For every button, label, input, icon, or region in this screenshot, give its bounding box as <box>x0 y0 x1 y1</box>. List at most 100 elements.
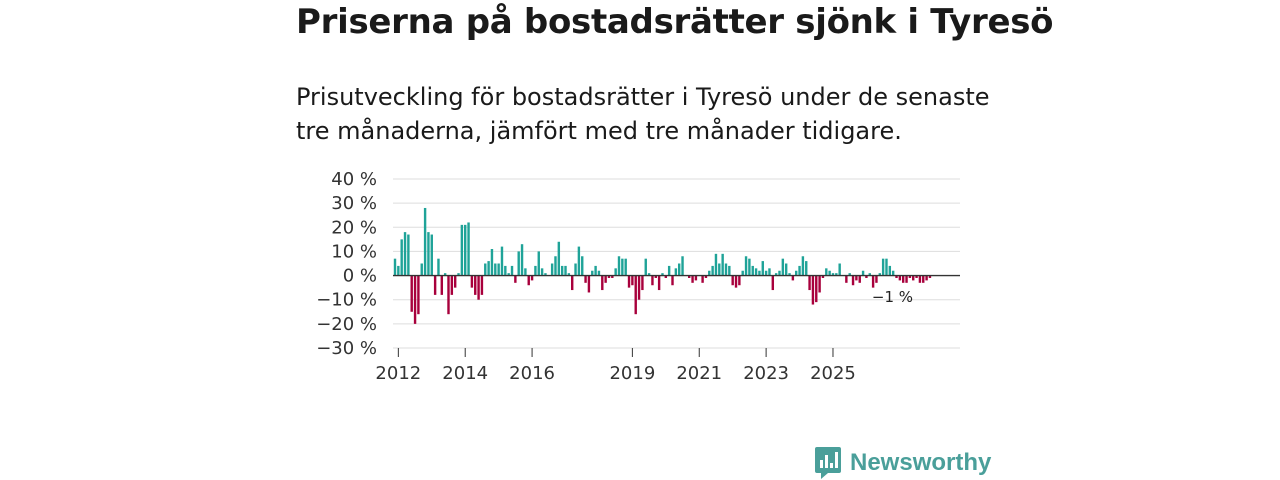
bar-positive <box>464 224 467 276</box>
bar-positive <box>754 268 758 276</box>
chart-title: Priserna på bostadsrätter sjönk i Tyresö <box>296 2 1054 42</box>
bar-positive <box>891 270 895 276</box>
bar-negative <box>771 275 775 291</box>
bar-positive <box>881 258 885 276</box>
bar-negative <box>691 275 694 283</box>
x-tick-label: 2014 <box>442 363 488 384</box>
bar-negative <box>450 275 454 295</box>
bar-positive <box>457 273 460 276</box>
bar-positive <box>484 263 487 276</box>
bar-negative <box>915 275 918 278</box>
bar-negative <box>571 275 574 291</box>
bar-negative <box>433 275 437 295</box>
bar-positive <box>557 241 561 276</box>
bar-negative <box>734 275 738 288</box>
bar-negative <box>871 275 875 288</box>
brand-name: Newsworthy <box>850 449 992 476</box>
bar-negative <box>470 275 474 288</box>
bar-negative <box>925 275 928 281</box>
y-tick-label: −20 % <box>316 314 377 335</box>
bar-negative <box>791 275 795 281</box>
bar-positive <box>510 265 514 276</box>
y-axis-labels: 40 % 30 % 20 % 10 % 0 % −10 % −20 % −30 % <box>316 169 377 359</box>
bar-positive <box>885 258 888 276</box>
bar-positive <box>828 270 831 276</box>
bar-negative <box>604 275 607 283</box>
bar-negative <box>818 275 821 293</box>
bar-positive <box>400 239 403 276</box>
newsworthy-logo-icon <box>815 447 841 479</box>
bar-positive <box>577 246 581 276</box>
bar-positive <box>778 270 781 276</box>
bar-negative <box>671 275 674 286</box>
bar-negative <box>627 275 631 288</box>
bar-negative <box>808 275 811 291</box>
bar-positive <box>564 265 567 276</box>
bar-negative <box>657 275 661 291</box>
bar-positive <box>397 265 400 276</box>
grid-lines <box>393 178 960 349</box>
bar-positive <box>825 268 828 276</box>
bar-positive <box>534 265 537 276</box>
bar-negative <box>480 275 484 295</box>
bar-positive <box>728 265 731 276</box>
y-tick-label: 0 % <box>343 266 377 287</box>
bar-positive <box>714 253 718 276</box>
bar-positive <box>711 265 714 276</box>
bar-positive <box>835 273 838 276</box>
bar-positive <box>524 268 527 276</box>
newsworthy-brand: Newsworthy <box>814 446 991 480</box>
bar-negative <box>453 275 457 288</box>
bar-negative <box>901 275 905 283</box>
bar-negative <box>641 275 644 291</box>
bar-positive <box>795 270 798 276</box>
bar-negative <box>858 275 861 283</box>
bar-negative <box>875 275 878 283</box>
bar-positive <box>520 244 524 276</box>
x-tick-label: 2012 <box>375 363 421 384</box>
bar-negative <box>694 275 698 281</box>
bar-positive <box>744 256 748 276</box>
bar-negative <box>413 275 417 324</box>
bars <box>393 207 932 324</box>
bar-positive <box>487 261 490 276</box>
bar-positive <box>500 246 504 276</box>
bar-positive <box>798 265 801 276</box>
bar-positive <box>647 273 651 276</box>
bar-negative <box>440 275 444 295</box>
bar-positive <box>774 273 778 276</box>
bar-positive <box>407 234 410 276</box>
bar-negative <box>898 275 902 281</box>
x-tick-label: 2025 <box>810 363 856 384</box>
bar-negative <box>845 275 848 283</box>
bar-positive <box>781 258 785 276</box>
bar-positive <box>403 232 407 276</box>
bar-positive <box>868 273 871 276</box>
x-axis: 2012 2014 2016 2019 2021 2023 2025 <box>375 348 856 384</box>
bar-positive <box>554 256 557 276</box>
bar-negative <box>688 275 691 278</box>
bar-positive <box>540 268 544 276</box>
bar-negative <box>474 275 477 295</box>
bar-positive <box>544 273 547 276</box>
bar-positive <box>831 273 835 276</box>
bar-positive <box>768 268 771 276</box>
bar-negative <box>912 275 915 281</box>
bar-positive <box>677 263 681 276</box>
bar-negative <box>530 275 534 281</box>
bar-negative <box>664 275 668 278</box>
bar-negative <box>611 275 614 278</box>
bar-negative <box>908 275 912 278</box>
annotations: −1 % <box>872 288 913 306</box>
x-tick-label: 2016 <box>509 363 555 384</box>
bar-positive <box>420 263 423 276</box>
bar-positive <box>460 224 464 276</box>
bar-positive <box>614 268 617 276</box>
bar-positive <box>437 258 440 276</box>
bar-negative <box>811 275 815 305</box>
bar-positive <box>467 222 470 276</box>
bar-positive <box>427 232 430 276</box>
y-tick-label: 20 % <box>331 217 377 238</box>
bar-positive <box>661 273 664 276</box>
bar-positive <box>741 270 744 276</box>
